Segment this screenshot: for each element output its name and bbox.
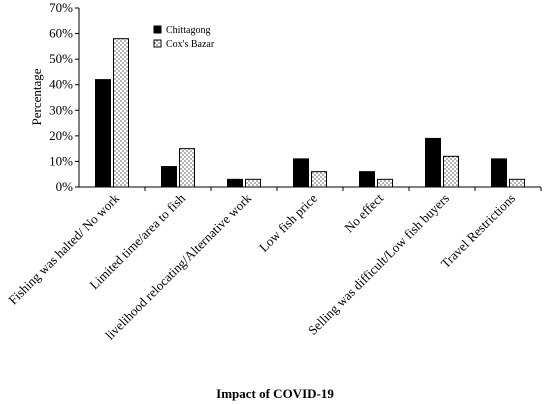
legend-swatch-chittagong xyxy=(153,25,162,34)
bar-coxs-bazar xyxy=(245,178,261,188)
category-label: Low fish price xyxy=(256,190,320,254)
y-tick-label: 70% xyxy=(49,0,73,15)
plot-area: 0% 10% 20% 30% 40% 50% 60% 70% Fishing was halte… xyxy=(5,0,542,343)
bar-coxs-bazar xyxy=(377,178,393,188)
y-tick-label: 30% xyxy=(49,102,73,117)
y-tick-label: 0% xyxy=(56,179,74,194)
y-tick-label: 20% xyxy=(49,128,73,143)
bar-chittagong xyxy=(161,166,177,188)
y-axis-title: Percentage xyxy=(29,68,44,125)
legend: Chittagong Cox's Bazar xyxy=(153,25,215,50)
category-label: No effect xyxy=(341,190,386,235)
legend-label-coxs-bazar: Cox's Bazar xyxy=(166,39,215,50)
bar-chittagong xyxy=(491,158,507,188)
bar-chittagong xyxy=(227,178,243,188)
bar-coxs-bazar xyxy=(443,155,459,188)
category-label: livelihood relocating/Alternative work xyxy=(102,190,254,342)
bar-chittagong xyxy=(425,137,441,188)
category-label: Selling was difficult/Low fish buyers xyxy=(305,191,452,338)
bar-chittagong xyxy=(293,158,309,188)
y-tick-label: 10% xyxy=(49,153,73,168)
x-axis-title: Impact of COVID-19 xyxy=(216,386,334,401)
bar-coxs-bazar xyxy=(509,178,525,188)
bar-coxs-bazar xyxy=(179,148,195,188)
y-tick-label: 40% xyxy=(49,77,73,92)
bar-coxs-bazar xyxy=(113,38,129,188)
legend-label-chittagong: Chittagong xyxy=(166,25,210,36)
y-tick-label: 60% xyxy=(49,26,73,41)
category-label: Fishing was halted/ No work xyxy=(5,190,122,307)
bar-chittagong xyxy=(359,171,375,188)
bar-chittagong xyxy=(95,79,111,188)
bar-coxs-bazar xyxy=(311,171,327,188)
y-tick-label: 50% xyxy=(49,51,73,66)
legend-swatch-coxs-bazar xyxy=(153,39,162,48)
